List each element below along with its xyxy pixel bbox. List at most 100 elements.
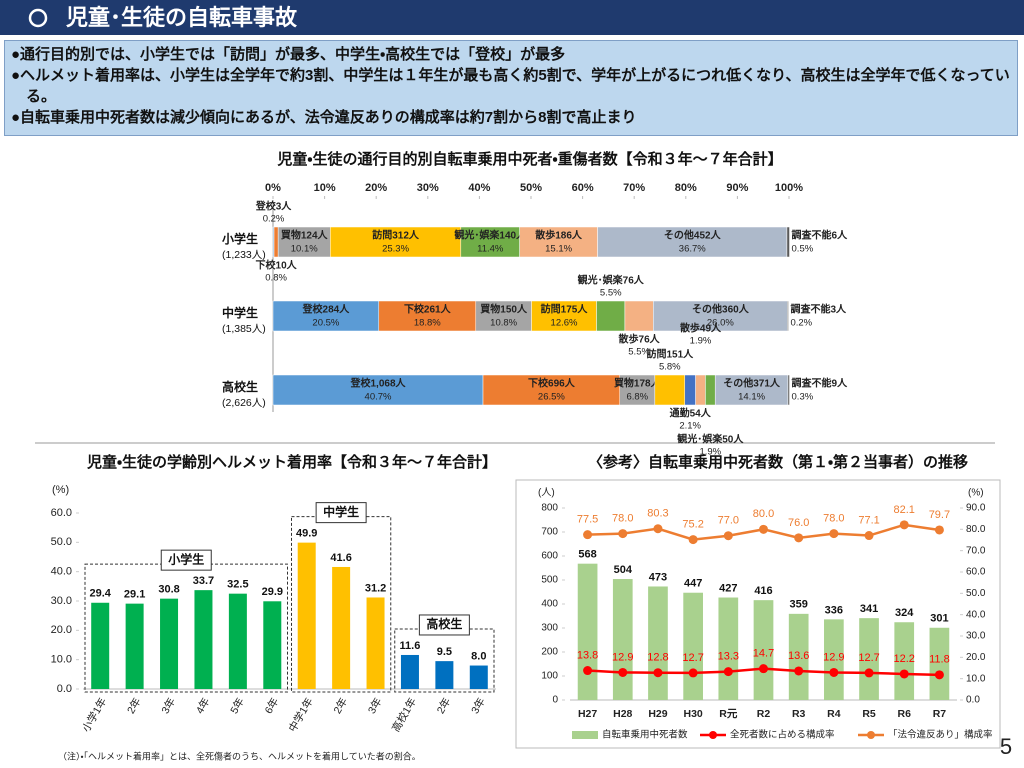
- bar: [577, 563, 598, 700]
- segment-value-label: 36.7%: [679, 244, 706, 255]
- segment-value-label: 20.5%: [312, 318, 339, 329]
- line-marker: [583, 666, 593, 676]
- segment-value-label: 0.2%: [263, 214, 285, 225]
- line-marker: [688, 535, 698, 545]
- line-marker: [759, 664, 768, 674]
- y-tick-label: 600: [541, 551, 558, 562]
- bar-segment: [482, 374, 621, 406]
- legend-label: 自転車乗用中死者数: [602, 729, 688, 741]
- segment-value-label: 10.8%: [490, 318, 517, 329]
- line-marker: [864, 668, 874, 678]
- segment-label: 調査不能3人: [790, 303, 847, 316]
- x-tick-label: 3年: [468, 695, 487, 716]
- y2-tick-label: 80.0: [966, 524, 986, 535]
- segment-label: 散歩76人: [619, 333, 661, 346]
- x-tick-label: 中学1年: [286, 695, 316, 734]
- x-tick-label: R6: [898, 708, 912, 720]
- value-label: 416: [754, 585, 772, 597]
- x-tick-label: 50%: [520, 182, 542, 194]
- y-tick-label: 100: [541, 671, 558, 682]
- value-label: 13.3: [718, 651, 739, 663]
- segment-label: 観光･娯楽76人: [578, 274, 645, 287]
- line-marker: [934, 670, 944, 680]
- value-label: 30.8: [158, 584, 179, 596]
- y-tick-label: 300: [541, 623, 558, 634]
- value-label: 49.9: [296, 528, 317, 540]
- value-label: 79.7: [929, 509, 950, 521]
- segment-label: 訪問151人: [646, 348, 694, 361]
- x-tick-label: 6年: [262, 695, 281, 716]
- value-label: 427: [719, 582, 737, 594]
- y-tick-label: 10.0: [51, 654, 72, 666]
- segment-label: 観光･娯楽140人: [454, 229, 527, 242]
- x-tick-label: 2年: [331, 695, 350, 716]
- x-tick-label: R4: [827, 708, 841, 720]
- value-label: 78.0: [823, 513, 844, 525]
- bar-segment: [378, 300, 477, 332]
- segment-value-label: 40.7%: [365, 392, 392, 403]
- segment-value-label: 25.3%: [382, 244, 409, 255]
- value-label: 504: [614, 564, 633, 576]
- value-label: 75.2: [682, 518, 703, 530]
- value-label: 77.0: [718, 515, 739, 527]
- y-tick-label: 30.0: [51, 595, 72, 607]
- summary-box: ●通行目的別では、小学生では「訪問」が最多、中学生・高校生では「登校」が最多 ●…: [4, 40, 1018, 136]
- line-marker: [759, 524, 768, 534]
- segment-label: 訪問312人: [372, 229, 420, 242]
- y-axis-unit: (人): [538, 488, 555, 499]
- x-tick-label: R5: [862, 708, 876, 720]
- value-label: 568: [578, 549, 596, 561]
- x-tick-label: 90%: [726, 182, 748, 194]
- x-tick-label: 2年: [124, 695, 143, 716]
- group-box: [394, 628, 495, 693]
- value-label: 11.8: [929, 654, 950, 666]
- x-tick-label: R2: [757, 708, 771, 720]
- bar: [859, 618, 879, 700]
- bar-segment: [619, 374, 656, 406]
- segment-label: その他371人: [723, 377, 781, 390]
- x-tick-label: 3年: [365, 695, 384, 716]
- y2-tick-label: 40.0: [966, 609, 986, 620]
- bar-segment: [531, 300, 597, 332]
- y-tick-label: 700: [541, 527, 558, 538]
- line-marker: [794, 533, 804, 543]
- segment-label: 買物150人: [480, 303, 528, 316]
- value-label: 32.5: [227, 579, 248, 591]
- page-number: 5: [1000, 734, 1012, 759]
- group-box: [291, 516, 392, 693]
- segment-value-label: 6.8%: [626, 392, 648, 403]
- y2-tick-label: 70.0: [966, 545, 986, 556]
- value-label: 9.5: [437, 646, 452, 658]
- bar-segment: [787, 374, 790, 406]
- y2-axis-unit: (%): [968, 488, 984, 499]
- value-label: 12.2: [894, 653, 915, 665]
- x-tick-label: 2年: [434, 695, 453, 716]
- segment-value-label: 2.1%: [679, 421, 701, 432]
- line-marker: [688, 668, 698, 678]
- value-label: 77.5: [577, 514, 598, 526]
- segment-label: 買物178人: [614, 377, 662, 390]
- bar: [824, 619, 844, 700]
- bar-segment: [714, 374, 789, 406]
- bar: [400, 654, 419, 689]
- value-label: 80.3: [647, 508, 668, 520]
- segment-value-label: 5.8%: [659, 362, 681, 373]
- bar-segment: [596, 300, 626, 332]
- x-tick-label: 小学1年: [79, 695, 109, 734]
- bar-segment: [684, 374, 696, 406]
- y-tick-label: 50.0: [51, 536, 72, 548]
- bar: [91, 602, 110, 689]
- value-label: 82.1: [894, 504, 915, 516]
- value-label: 29.9: [262, 586, 283, 598]
- bar-segment: [475, 300, 532, 332]
- bar-segment: [695, 374, 706, 406]
- bullet: ●自転車乗用中死者数は減少傾向にあるが、法令違反ありの構成率は約7割から8割で高…: [11, 109, 637, 126]
- value-label: 14.7: [753, 648, 774, 660]
- line-marker: [899, 520, 909, 530]
- group-label: 小学生: [168, 551, 204, 566]
- segment-value-label: 5.5%: [600, 288, 622, 299]
- segment-value-label: 0.2%: [790, 318, 812, 329]
- group-label: 高校生: [426, 616, 462, 631]
- bullet: ●通行目的別では、小学生では「訪問」が最多、中学生・高校生では「登校」が最多: [11, 46, 566, 63]
- x-tick-label: R7: [933, 708, 947, 720]
